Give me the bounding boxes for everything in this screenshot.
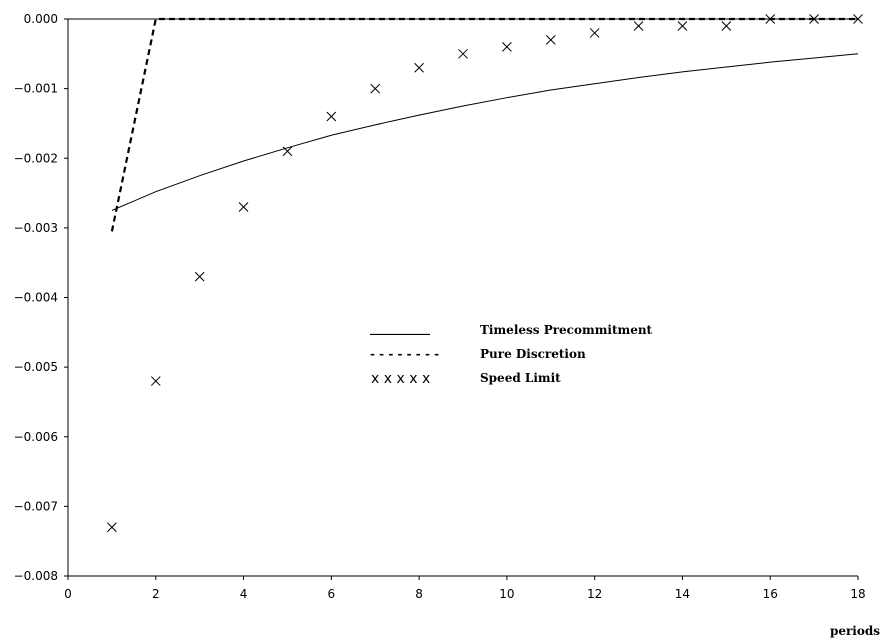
y-tick-label: 0.000	[24, 12, 58, 26]
axes	[67, 18, 858, 577]
speed-limit-point	[370, 83, 381, 94]
legend-label-discretion: Pure Discretion	[480, 347, 586, 361]
pure-discretion-line	[110, 17, 858, 232]
x-tick-label: 4	[240, 587, 248, 601]
legend-sample-discretion: - - - - - - - -	[370, 347, 439, 361]
speed-limit-point	[107, 522, 117, 533]
x-tick-label: 12	[587, 587, 602, 601]
legend-label-speed-limit: Speed Limit	[480, 371, 561, 385]
speed-limit-point	[458, 48, 468, 59]
timeless-precommitment-line	[111, 53, 859, 211]
x-tick-label: 8	[415, 587, 423, 601]
speed-limit-point	[414, 62, 424, 73]
x-tick-label: 0	[64, 587, 72, 601]
legend-label-timeless: Timeless Precommitment	[480, 323, 653, 337]
speed-limit-point	[150, 376, 161, 386]
series-layer	[107, 14, 863, 533]
legend-sample-timeless: __________	[370, 321, 430, 336]
x-tick-label: 6	[328, 587, 336, 601]
speed-limit-point	[677, 21, 688, 31]
speed-limit-point	[589, 28, 600, 38]
speed-limit-point	[809, 14, 819, 24]
legend-sample-speed-limit: x x x x x	[371, 371, 430, 387]
y-tick-label: −0.001	[14, 82, 58, 96]
speed-limit-point	[633, 21, 644, 31]
speed-limit-point	[282, 146, 293, 157]
x-ticks: 0 2 4 6 8 10 12 14 16 18	[64, 576, 866, 601]
y-tick-label: −0.004	[14, 291, 58, 305]
y-tick-label: −0.002	[14, 151, 58, 165]
speed-limit-point	[502, 41, 512, 52]
y-tick-label: −0.008	[14, 569, 58, 583]
speed-limit-point	[765, 14, 776, 24]
x-tick-label: 10	[499, 587, 514, 601]
x-tick-label: 16	[763, 587, 778, 601]
speed-limit-point	[326, 111, 337, 122]
speed-limit-point	[194, 271, 205, 282]
legend: __________ Timeless Precommitment - - - …	[370, 321, 653, 387]
x-tick-label: 2	[152, 587, 160, 601]
x-axis-label: periods	[830, 624, 880, 638]
speed-limit-point	[545, 35, 556, 45]
y-tick-label: −0.006	[14, 430, 58, 444]
speed-limit-point	[853, 14, 863, 24]
y-tick-label: −0.005	[14, 360, 58, 374]
y-ticks: 0.000 −0.001 −0.002 −0.003 −0.004 −0.005 −0.00…	[14, 12, 68, 583]
speed-limit-point	[238, 202, 249, 212]
x-tick-label: 18	[850, 587, 865, 601]
y-tick-label: −0.007	[14, 499, 58, 513]
speed-limit-point	[721, 21, 732, 31]
x-tick-label: 14	[675, 587, 690, 601]
y-tick-label: −0.003	[14, 221, 58, 235]
